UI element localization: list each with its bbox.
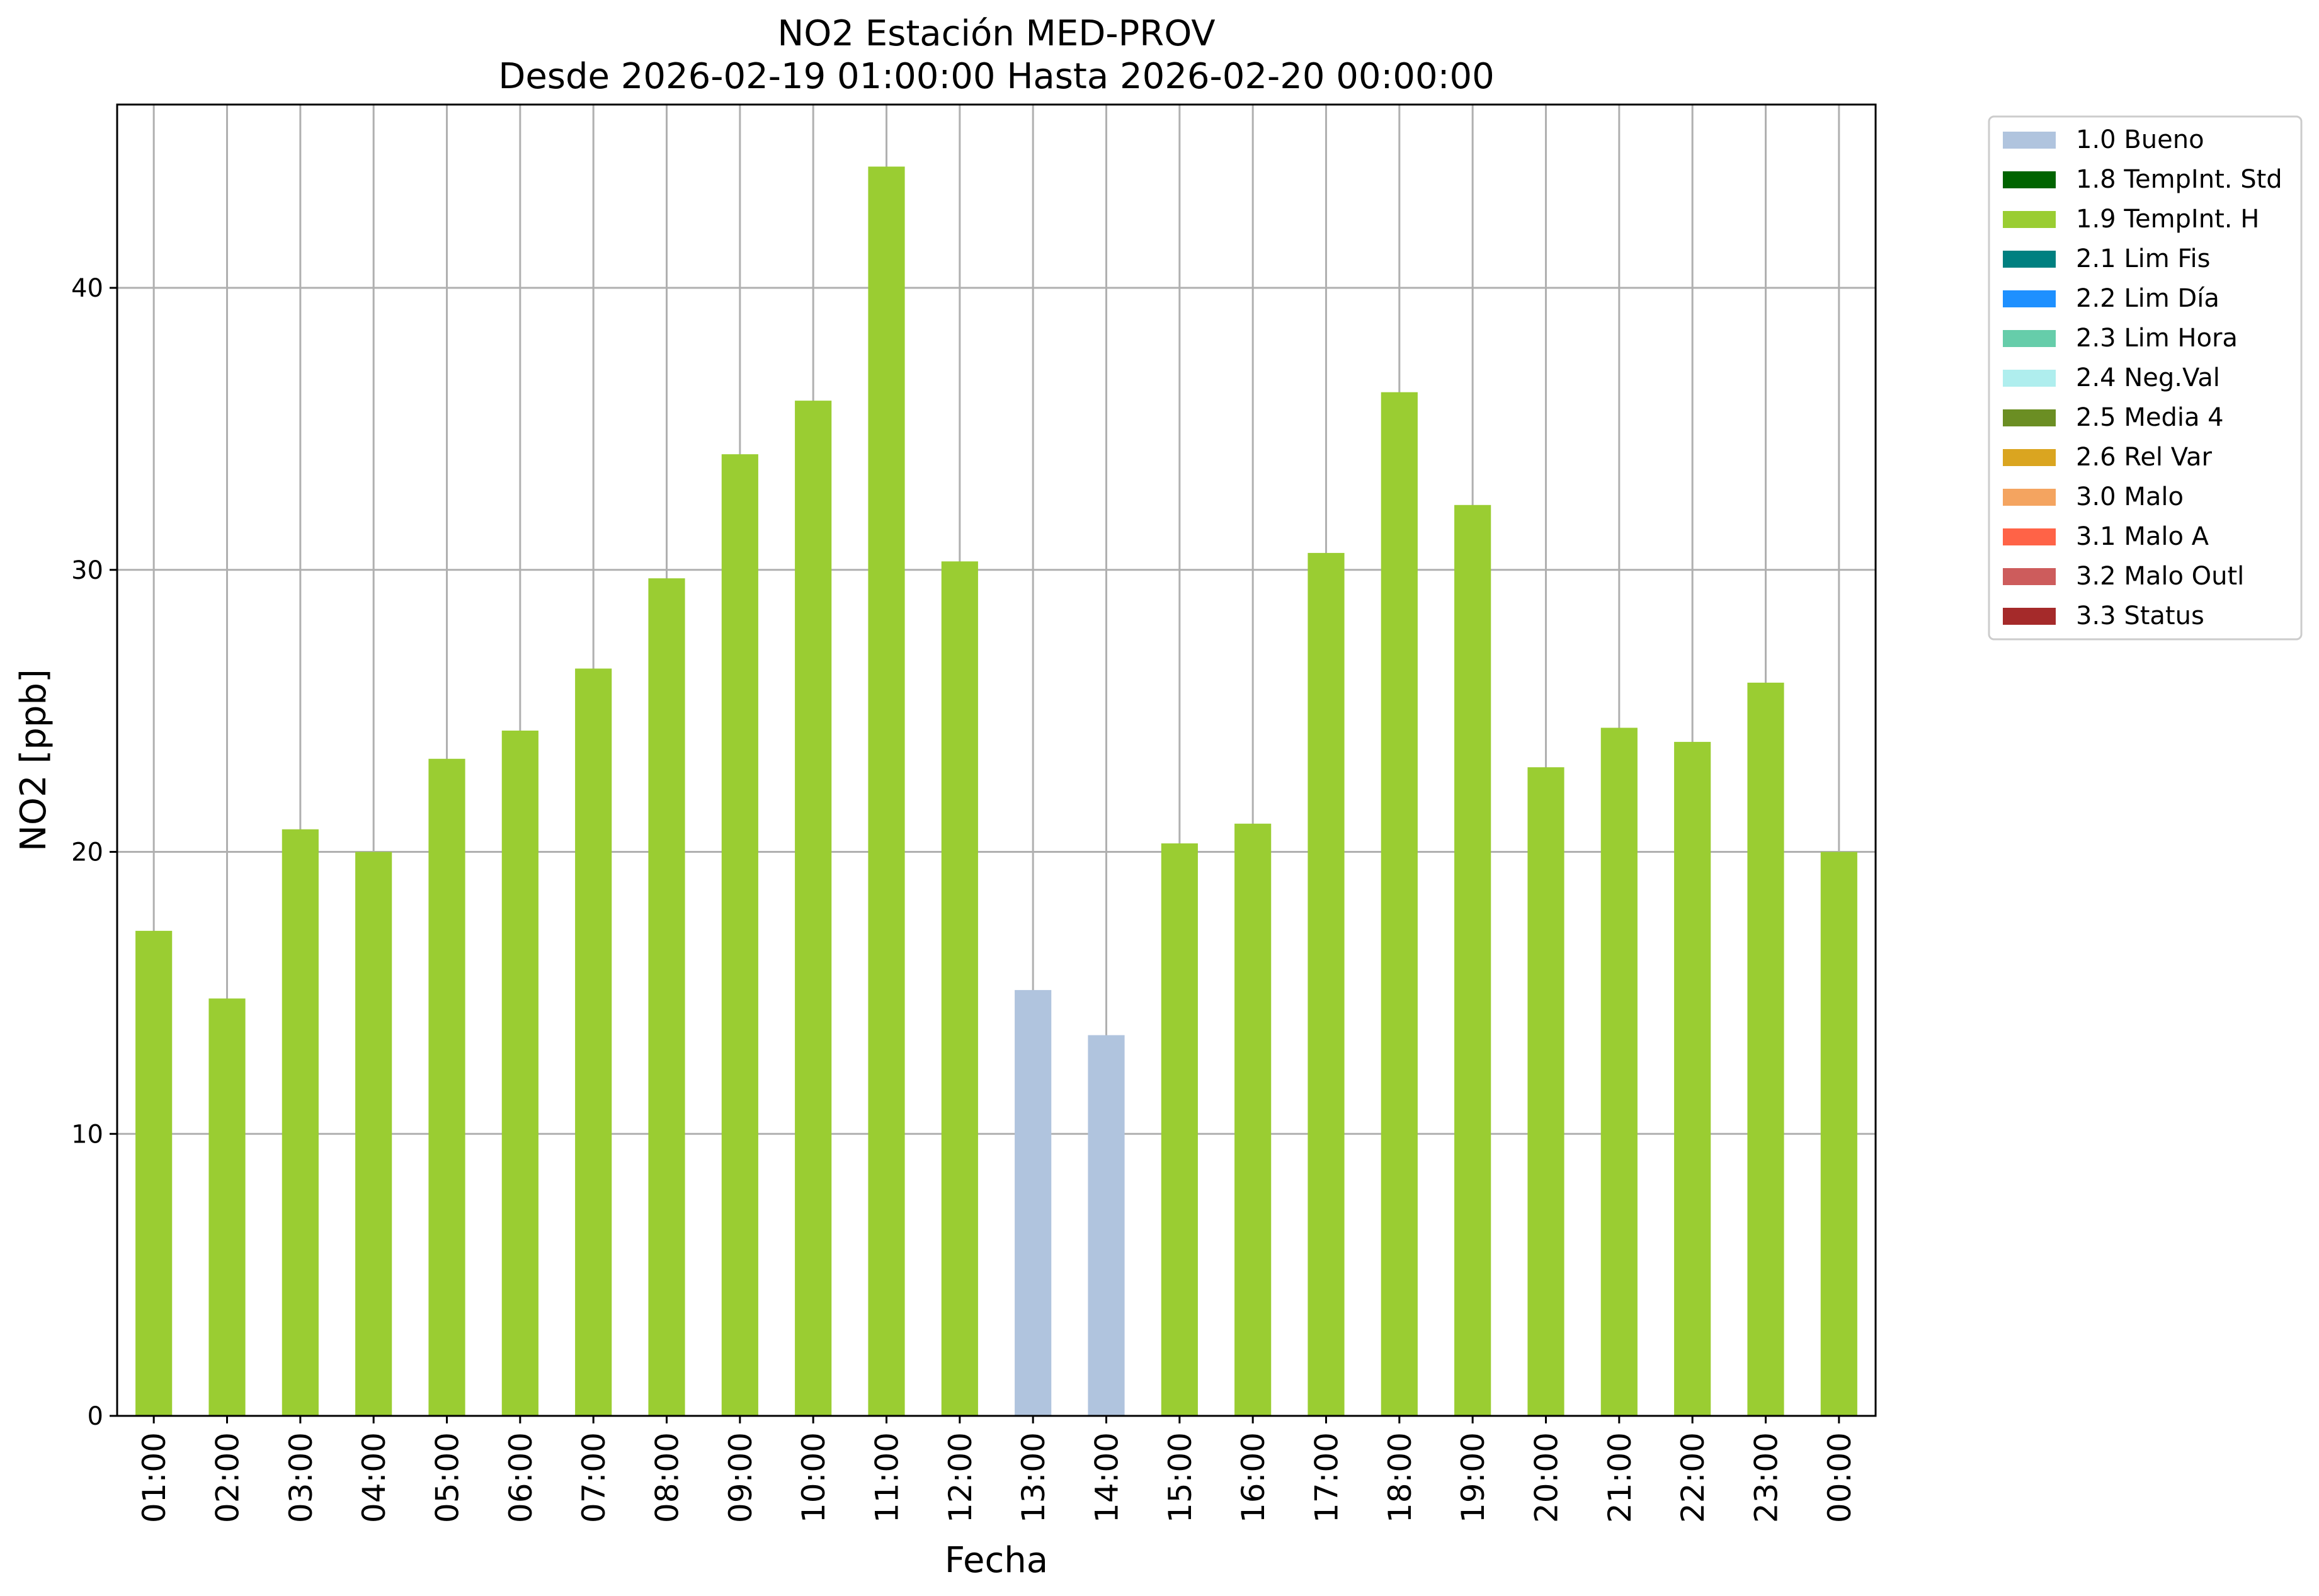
bar-2000 [1527,767,1564,1416]
legend-swatch [2003,370,2056,387]
bar-1000 [795,401,832,1416]
legend-swatch [2003,132,2056,149]
bar-0600 [501,730,538,1416]
bar-1400 [1088,1035,1125,1416]
bars [135,166,1857,1416]
legend-label: 1.0 Bueno [2076,125,2204,154]
bar-1800 [1381,392,1418,1416]
x-tick-label: 06:00 [503,1432,539,1523]
bar-1700 [1308,552,1345,1416]
y-tick-label: 30 [71,556,103,585]
legend-label: 2.1 Lim Fis [2076,244,2210,273]
legend-swatch [2003,489,2056,506]
legend-swatch [2003,528,2056,545]
legend-label: 3.2 Malo Outl [2076,562,2244,591]
chart-title: NO2 Estación MED-PROV [777,13,1215,54]
legend-label: 2.6 Rel Var [2076,443,2213,472]
x-tick-label: 15:00 [1162,1432,1199,1523]
y-tick-label: 10 [71,1120,103,1149]
y-tick-label: 20 [71,838,103,867]
x-tick-label: 09:00 [722,1432,759,1523]
bar-0500 [428,758,465,1416]
legend-swatch [2003,330,2056,347]
legend-swatch [2003,568,2056,585]
x-tick-label: 05:00 [430,1432,466,1523]
legend-swatch [2003,290,2056,307]
x-axis: 01:00 02:00 03:00 04:00 05:00 06:00 07:00 08:00… [136,1416,1858,1523]
legend-swatch [2003,449,2056,466]
bar-0100 [135,930,173,1416]
bar-1100 [868,166,905,1416]
x-tick-label: 18:00 [1382,1432,1418,1523]
x-tick-label: 16:00 [1235,1432,1272,1523]
y-tick-label: 0 [88,1402,103,1431]
x-tick-label: 08:00 [649,1432,686,1523]
legend-swatch [2003,211,2056,228]
legend-label: 2.3 Lim Hora [2076,324,2238,353]
legend: 1.0 Bueno 1.8 TempInt. Std 1.9 TempInt. H 2… [1988,115,2303,641]
bar-0400 [355,852,392,1416]
bar-1200 [941,561,978,1416]
bar-0300 [282,829,319,1416]
bar-0900 [721,454,758,1416]
bar-1300 [1015,989,1052,1416]
x-axis-label: Fecha [945,1540,1048,1581]
legend-swatch [2003,608,2056,625]
legend-label: 2.2 Lim Día [2076,284,2219,313]
legend-swatch [2003,409,2056,426]
x-tick-label: 21:00 [1602,1432,1638,1523]
bar-2200 [1674,741,1711,1416]
bar-0700 [575,668,612,1416]
x-tick-label: 19:00 [1455,1432,1491,1523]
x-tick-label: 22:00 [1675,1432,1711,1523]
x-tick-label: 10:00 [795,1432,832,1523]
x-tick-label: 07:00 [576,1432,612,1523]
bar-1600 [1234,823,1272,1416]
chart-subtitle: Desde 2026-02-19 01:00:00 Hasta 2026-02-… [498,56,1495,97]
legend-frame [1988,115,2303,641]
bar-1900 [1454,504,1491,1416]
legend-label: 3.1 Malo A [2076,522,2209,551]
x-tick-label: 14:00 [1089,1432,1125,1523]
x-tick-label: 13:00 [1015,1432,1052,1523]
legend-label: 3.0 Malo [2076,482,2184,511]
x-tick-label: 00:00 [1821,1432,1858,1523]
bar-0800 [648,578,685,1416]
legend-label: 1.9 TempInt. H [2076,205,2259,234]
legend-swatch [2003,251,2056,268]
x-tick-label: 17:00 [1309,1432,1345,1523]
plot-frame [116,103,1877,1417]
legend-label: 2.5 Media 4 [2076,403,2224,432]
y-axis: 0 10 20 30 40 [71,274,117,1431]
bar-0000 [1820,852,1857,1416]
legend-label: 1.8 TempInt. Std [2076,165,2282,194]
x-tick-label: 23:00 [1748,1432,1785,1523]
bar-2300 [1747,682,1784,1416]
bar-2100 [1600,727,1638,1416]
legend-swatch [2003,171,2056,188]
y-tick-label: 40 [71,274,103,303]
x-tick-label: 02:00 [210,1432,246,1523]
y-axis-label: NO2 [ppb] [13,669,54,852]
x-tick-label: 03:00 [283,1432,319,1523]
x-tick-label: 01:00 [136,1432,173,1523]
bar-0200 [208,998,246,1416]
x-tick-label: 04:00 [356,1432,392,1523]
legend-label: 2.4 Neg.Val [2076,363,2220,392]
legend-label: 3.3 Status [2076,601,2204,630]
x-tick-label: 12:00 [942,1432,979,1523]
bar-1500 [1161,843,1198,1416]
x-tick-label: 20:00 [1529,1432,1565,1523]
x-tick-label: 11:00 [869,1432,906,1523]
